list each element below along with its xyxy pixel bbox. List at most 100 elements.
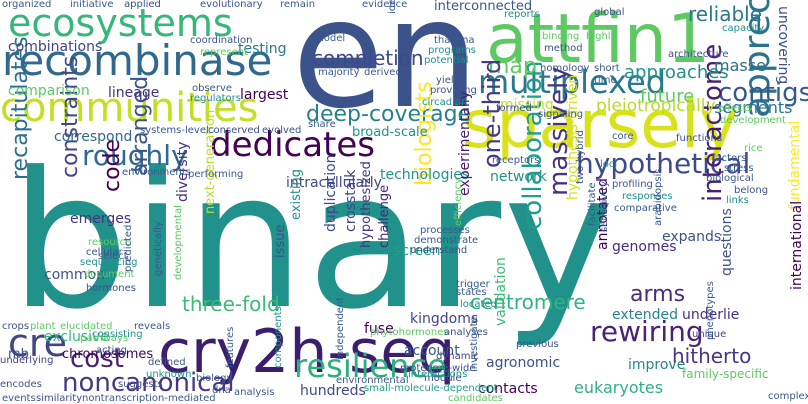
word-signaling: signaling bbox=[538, 109, 584, 120]
word-select: select bbox=[98, 251, 128, 262]
word-fundamental: fundamental bbox=[787, 120, 803, 210]
word-international: international bbox=[789, 200, 805, 290]
word-coordination: coordination bbox=[190, 35, 253, 46]
word-underlie: underlie bbox=[682, 307, 740, 323]
word-noncanonical: noncanonical bbox=[62, 368, 235, 398]
word-phytohormones: phytohormones bbox=[370, 327, 449, 338]
word-underlying: underlying bbox=[0, 355, 54, 366]
word-communities: communities bbox=[0, 85, 259, 131]
word-network: network bbox=[490, 169, 547, 185]
word-reliable: reliable bbox=[688, 2, 763, 26]
word-completion: completion bbox=[312, 46, 424, 70]
word-interactions: interactions bbox=[408, 369, 468, 380]
word-sensitivity: sensitivity bbox=[599, 181, 610, 232]
word-functions: functions bbox=[676, 133, 723, 144]
word-broad-scale: broad-scale bbox=[352, 125, 428, 140]
word-profiling: profiling bbox=[612, 179, 653, 190]
word-hypothetical: hypothetical bbox=[576, 147, 751, 180]
word-homology: homology bbox=[540, 63, 590, 74]
word-largest: largest bbox=[240, 87, 289, 103]
word-collaboration: collaboration bbox=[518, 60, 548, 230]
word-emerges: emerges bbox=[70, 211, 132, 227]
word-existing: existing bbox=[289, 168, 304, 220]
word-circadian: circadian bbox=[422, 97, 468, 108]
word-belong: belong bbox=[734, 185, 769, 196]
word-time: time bbox=[594, 75, 617, 86]
word-evolved: evolved bbox=[262, 125, 302, 136]
word-short: short bbox=[594, 63, 620, 74]
word-crops: crops bbox=[2, 321, 30, 332]
word-highly: highly bbox=[586, 31, 617, 42]
word-roughly: roughly bbox=[82, 139, 188, 172]
word-dynamic: dynamic bbox=[436, 351, 479, 362]
word-hormones: hormones bbox=[86, 283, 136, 294]
word-agronomic: agronomic bbox=[486, 355, 561, 371]
word-arms: arms bbox=[630, 282, 686, 307]
word-future: future bbox=[640, 86, 695, 107]
word-proteome-wide: proteome-wide bbox=[400, 363, 476, 374]
word-improve: improve bbox=[628, 357, 686, 373]
word-attfin1: attfin1 bbox=[486, 0, 711, 79]
word-expands: expands bbox=[662, 229, 722, 245]
word-reveals: reveals bbox=[134, 321, 171, 332]
word-global: global bbox=[594, 7, 625, 18]
word-applied: applied bbox=[124, 0, 161, 10]
word-multiplexed: multiplexed bbox=[478, 63, 667, 101]
word-account: account bbox=[404, 343, 460, 359]
word-programs: programs bbox=[428, 45, 476, 56]
word-technologies: technologies bbox=[380, 167, 470, 183]
word-masse: masse bbox=[714, 56, 766, 75]
word-share: share bbox=[308, 119, 336, 130]
word-capacity: capacity bbox=[722, 23, 765, 34]
word-plant: plant bbox=[30, 321, 56, 332]
word-evidence: evidence bbox=[362, 0, 408, 10]
word-loci: loci bbox=[600, 159, 618, 170]
word-development: development bbox=[720, 115, 786, 126]
word-providing: providing bbox=[430, 85, 477, 96]
word-cost: cost bbox=[70, 344, 124, 374]
word-candidates: candidates bbox=[448, 393, 503, 404]
word-ecosystems: ecosystems bbox=[8, 1, 233, 45]
word-intracellularly: intracellularly bbox=[286, 175, 382, 191]
word-initiative: initiative bbox=[70, 0, 114, 10]
word-phenotypes: phenotypes bbox=[705, 281, 716, 340]
word-links: links bbox=[726, 195, 749, 206]
word-screens: screens bbox=[394, 243, 448, 259]
word-uncovering: uncovering bbox=[775, 6, 791, 85]
word-derived: derived bbox=[364, 67, 402, 78]
word-complex: complex bbox=[768, 391, 808, 402]
word-previous: previous bbox=[516, 339, 559, 350]
word-map: map bbox=[488, 54, 537, 79]
word-code: code bbox=[100, 138, 125, 192]
word-family-specific: family-specific bbox=[682, 367, 769, 381]
word-hundreds: hundreds bbox=[300, 383, 366, 399]
word-kingdoms: kingdoms bbox=[410, 311, 479, 327]
word-independent: independent bbox=[335, 296, 346, 360]
word-rewiring: rewiring bbox=[590, 315, 704, 348]
word-thaliana: thaliana bbox=[434, 35, 475, 46]
word-receptors: receptors bbox=[492, 155, 540, 166]
word-trigger: trigger bbox=[456, 279, 490, 290]
word-majority: majority bbox=[318, 67, 360, 78]
word-deep-coverage: deep-coverage bbox=[306, 102, 472, 127]
word-lineage: lineage bbox=[108, 85, 160, 101]
word-document: document bbox=[84, 269, 135, 280]
word-identify: identify bbox=[387, 0, 398, 14]
word-sparsely: sparsely bbox=[462, 86, 739, 163]
word-unique: unique bbox=[692, 329, 727, 340]
word-potential: potential bbox=[424, 55, 469, 66]
word-extended: extended bbox=[612, 307, 679, 323]
word-predicted: predicted bbox=[123, 224, 134, 272]
word-hypothesized: hypothesized bbox=[359, 161, 374, 248]
word-resource: resource bbox=[88, 237, 132, 248]
word-missing: missing bbox=[500, 97, 554, 113]
word-eukaryotes: eukaryotes bbox=[574, 378, 664, 397]
word-performing: performing bbox=[188, 169, 244, 180]
word-demonstrate: demonstrate bbox=[414, 235, 479, 246]
word-method: method bbox=[544, 43, 583, 54]
word-formed: formed bbox=[496, 103, 532, 114]
word-acting: acting bbox=[96, 345, 128, 356]
word-duplication: duplication bbox=[323, 154, 339, 232]
word-responses: responses bbox=[622, 191, 673, 202]
word-observe: observe bbox=[192, 83, 233, 94]
